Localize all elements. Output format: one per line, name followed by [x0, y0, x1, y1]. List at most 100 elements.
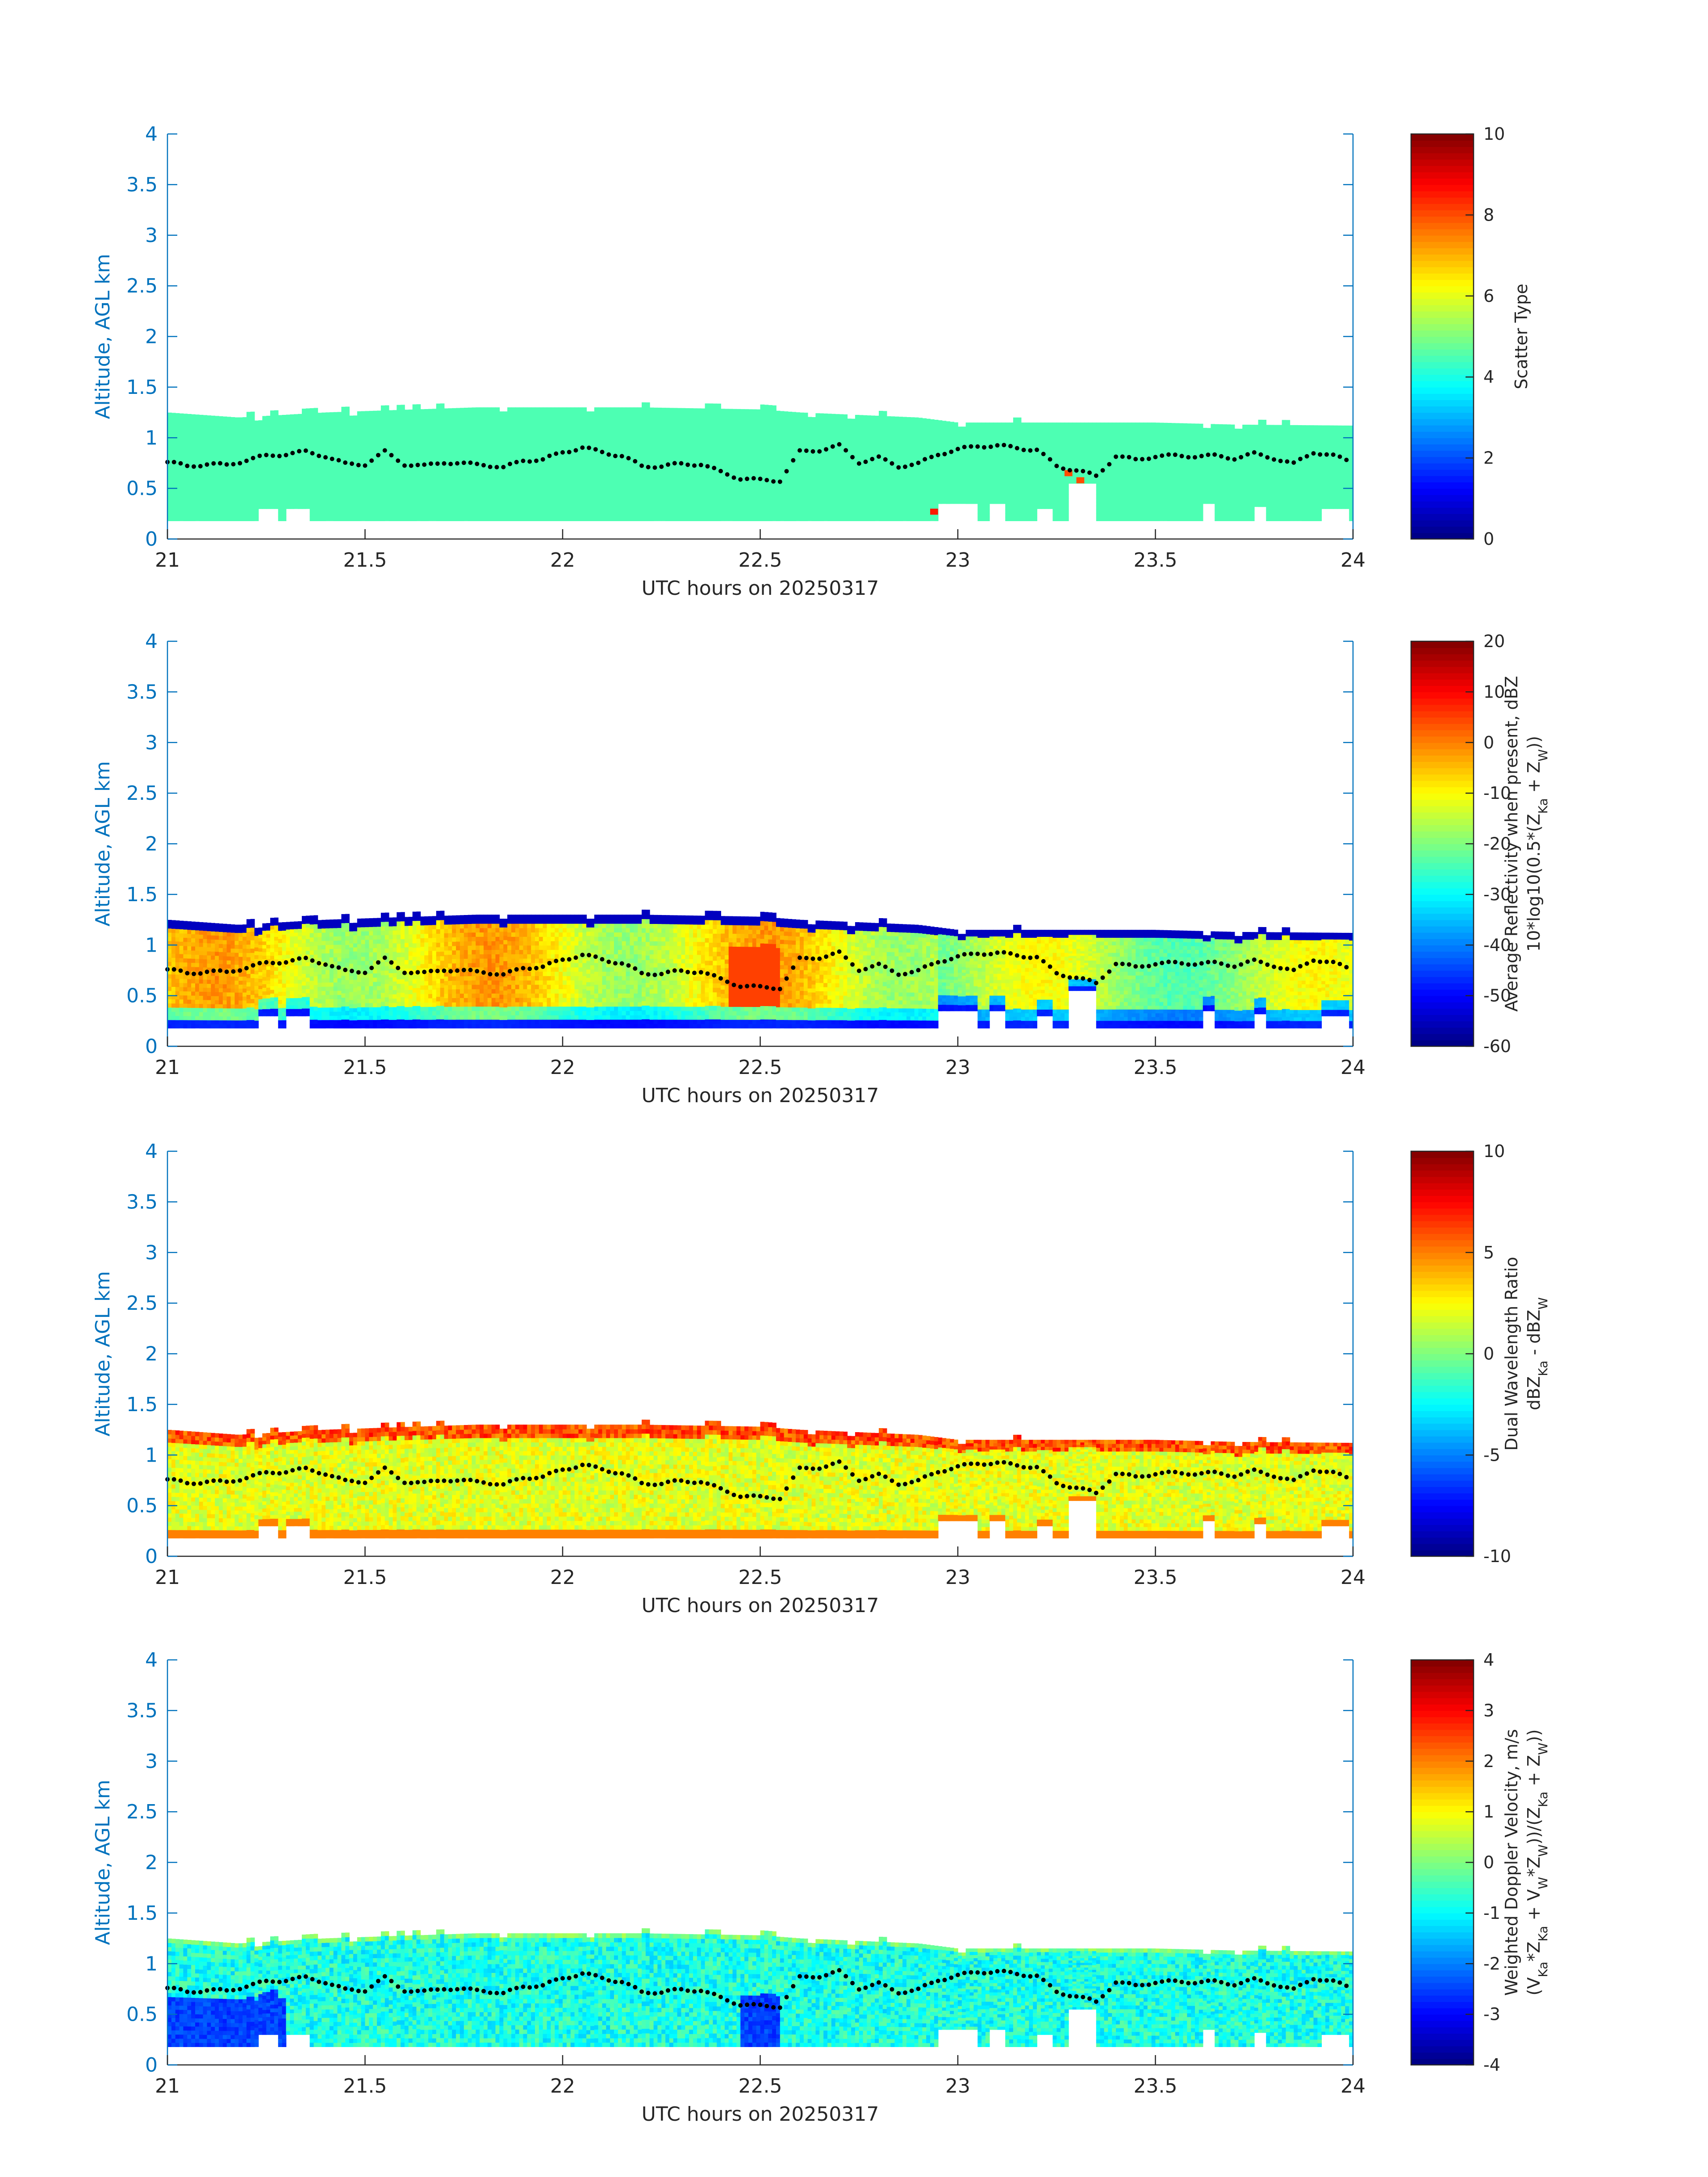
heatmap-cell	[740, 495, 745, 500]
heatmap-cell	[183, 496, 188, 501]
heatmap-cell	[219, 481, 223, 485]
heatmap-cell	[401, 472, 405, 477]
heatmap-cell	[301, 447, 306, 451]
heatmap-cell	[484, 512, 488, 517]
heatmap-cell	[195, 443, 200, 448]
heatmap-cell	[507, 455, 512, 460]
heatmap-cell	[294, 418, 298, 422]
heatmap-cell	[815, 438, 820, 443]
heatmap-cell	[326, 441, 330, 446]
heatmap-cell	[570, 460, 575, 464]
heatmap-cell	[262, 451, 267, 456]
heatmap-cell	[531, 507, 535, 513]
heatmap-cell	[590, 495, 595, 500]
heatmap-cell	[452, 512, 456, 517]
heatmap-cell	[313, 490, 318, 495]
heatmap-cell	[195, 500, 200, 505]
heatmap-cell	[717, 413, 721, 418]
heatmap-cell	[337, 441, 342, 446]
heatmap-cell	[713, 457, 717, 463]
heatmap-cell	[448, 425, 453, 430]
heatmap-cell	[301, 501, 306, 506]
heatmap-cell	[428, 486, 433, 491]
heatmap-cell	[835, 451, 840, 455]
heatmap-cell	[879, 427, 883, 433]
heatmap-cell	[380, 485, 385, 490]
heatmap-cell	[373, 457, 377, 462]
heatmap-cell	[566, 433, 571, 439]
heatmap-cell	[203, 476, 208, 481]
heatmap-cell	[890, 481, 895, 485]
heatmap-cell	[361, 466, 366, 471]
heatmap-cell	[369, 491, 374, 496]
heatmap-cell	[278, 508, 283, 513]
heatmap-cell	[286, 468, 291, 473]
heatmap-cell	[776, 449, 781, 454]
heatmap-cell	[863, 513, 868, 517]
heatmap-cell	[459, 443, 464, 447]
heatmap-cell	[309, 512, 314, 517]
heatmap-cell	[365, 453, 370, 458]
heatmap-cell	[226, 449, 231, 453]
heatmap-cell	[886, 436, 891, 441]
heatmap-cell	[598, 429, 603, 434]
heatmap-cell	[290, 447, 294, 451]
heatmap-cell	[230, 513, 235, 517]
heatmap-cell	[290, 414, 294, 418]
heatmap-cell	[555, 420, 559, 426]
heatmap-cell	[507, 477, 512, 482]
heatmap-cell	[847, 430, 852, 435]
heatmap-cell	[713, 412, 717, 418]
heatmap-cell	[408, 478, 413, 483]
heatmap-cell	[215, 501, 219, 505]
heatmap-cell	[681, 468, 686, 474]
heatmap-cell	[705, 471, 710, 476]
heatmap-cell	[910, 449, 915, 454]
heatmap-cell	[792, 516, 796, 521]
heatmap-cell	[681, 421, 686, 426]
heatmap-cell	[476, 503, 480, 508]
heatmap-cell	[570, 486, 575, 491]
heatmap-cell	[709, 453, 714, 458]
heatmap-cell	[274, 463, 279, 468]
heatmap-cell	[914, 457, 919, 462]
heatmap-cell	[614, 468, 618, 473]
heatmap-cell	[630, 507, 635, 513]
heatmap-cell	[357, 453, 362, 458]
heatmap-cell	[685, 430, 689, 435]
heatmap-cell	[879, 419, 883, 424]
heatmap-cell	[452, 443, 456, 447]
heatmap-cell	[630, 503, 635, 508]
heatmap-cell	[452, 451, 456, 456]
heatmap-cell	[448, 417, 453, 422]
heatmap-cell	[503, 479, 508, 484]
heatmap-cell	[598, 407, 603, 412]
heatmap-cell	[250, 462, 255, 467]
heatmap-cell	[298, 483, 302, 487]
heatmap-cell	[744, 435, 749, 440]
heatmap-cell	[531, 477, 535, 482]
heatmap-cell	[630, 455, 635, 460]
heatmap-cell	[752, 452, 757, 457]
heatmap-cell	[551, 512, 555, 517]
heatmap-cell	[724, 409, 729, 414]
heatmap-cell	[796, 450, 800, 455]
heatmap-cell	[713, 426, 717, 431]
heatmap-cell	[693, 473, 697, 478]
heatmap-cell	[752, 422, 757, 427]
heatmap-cell	[645, 430, 650, 435]
heatmap-cell	[456, 494, 460, 500]
heatmap-cell	[238, 509, 243, 514]
heatmap-cell	[875, 517, 879, 521]
heatmap-cell	[744, 465, 749, 470]
heatmap-cell	[649, 477, 654, 482]
heatmap-cell	[491, 451, 496, 456]
heatmap-cell	[484, 464, 488, 469]
heatmap-cell	[653, 503, 658, 508]
heatmap-cell	[796, 433, 800, 438]
heatmap-cell	[606, 477, 610, 482]
heatmap-cell	[298, 490, 302, 495]
heatmap-cell	[230, 441, 235, 446]
heatmap-cell	[333, 429, 338, 434]
heatmap-cell	[286, 422, 291, 426]
